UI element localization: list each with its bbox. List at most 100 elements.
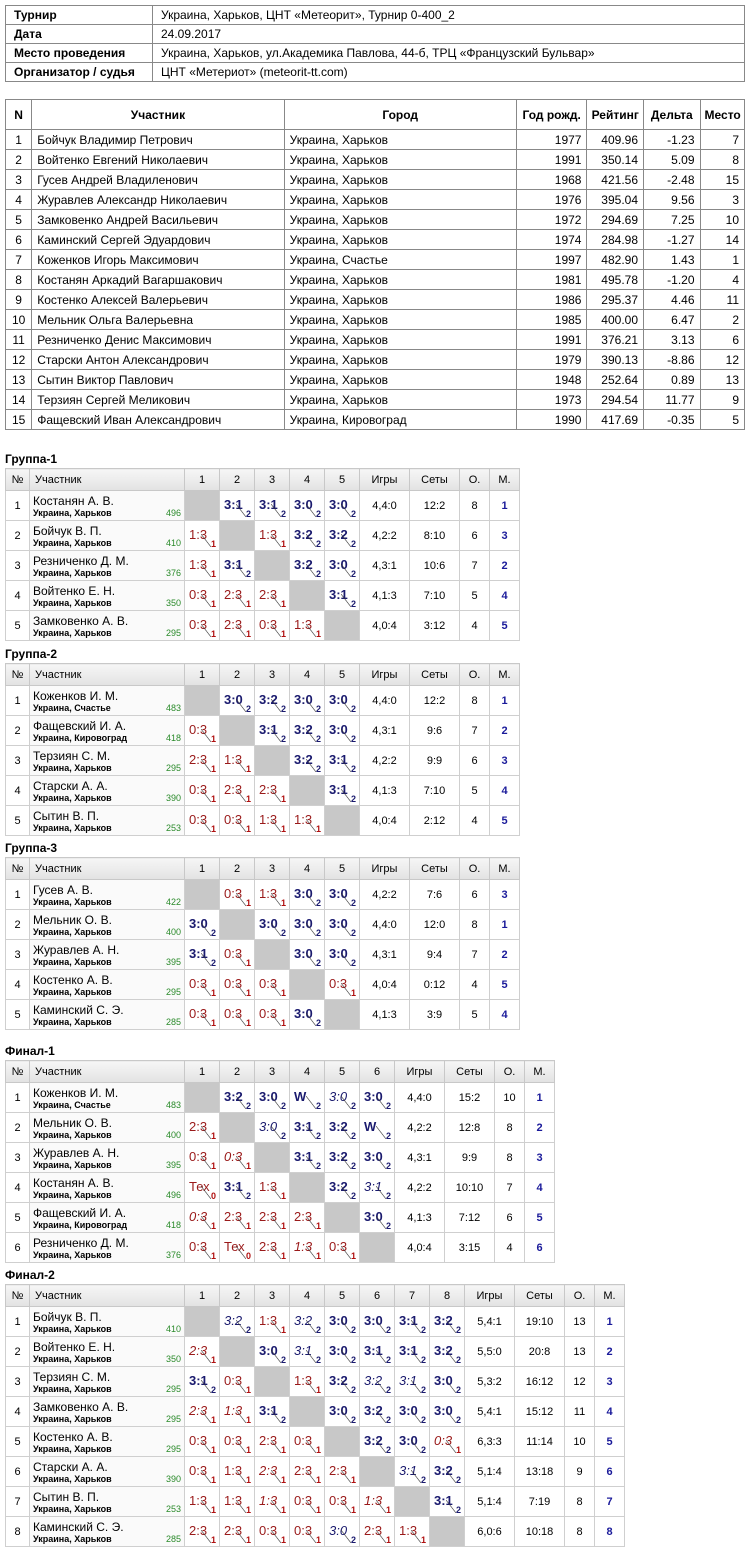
slash	[201, 624, 211, 637]
slash	[271, 699, 281, 712]
player-cell: Фащевский И. А. Украина, Кировоград 418	[29, 1202, 185, 1233]
match-points: 1	[315, 1251, 321, 1261]
score-cell: 0:3 1	[184, 580, 220, 611]
score-cell: 3:1 2	[219, 550, 255, 581]
sets: 9:6	[409, 715, 460, 746]
slash	[201, 1186, 211, 1199]
games: 4,1:3	[359, 580, 410, 611]
match-points: 2	[210, 958, 216, 968]
participant-cell: 6	[4, 229, 33, 250]
group-table: № Участник 1 2 3 4 5 Игры Сеты О. М. 1 Коженков И. М…	[5, 663, 520, 836]
score-cell: 1:3 1	[219, 1456, 255, 1487]
score-cell: 0:3 1	[324, 969, 360, 1000]
participant-cell: Коженков Игорь Максимович	[31, 249, 285, 270]
header-cell: 6	[359, 1060, 395, 1083]
row-number: 8	[5, 1516, 30, 1547]
score-cell: 2:3 1	[219, 580, 255, 611]
player-sub: Украина, Харьков 395	[33, 957, 181, 968]
group-table: № Участник 1 2 3 4 5 Игры Сеты О. М. 1 Гусев А. В. Ук…	[5, 857, 520, 1030]
slash	[306, 534, 316, 547]
group-row: 4 Замковенко А. В. Украина, Харьков 295 2:3 1…	[5, 1396, 625, 1427]
match-points: 1	[245, 1221, 251, 1231]
slash	[271, 594, 281, 607]
participant-cell: -1.20	[643, 269, 701, 290]
participant-cell: Украина, Счастье	[283, 249, 517, 270]
score-cell: 3:0 2	[254, 1112, 290, 1143]
place: 1	[524, 1082, 555, 1113]
header-cell: Сеты	[409, 663, 460, 686]
score-cell: 2:3 1	[254, 1426, 290, 1457]
score-cell: 3:2 2	[289, 520, 325, 551]
self-cell	[324, 999, 360, 1030]
score-cell: 3:0 2	[324, 550, 360, 581]
header-cell: О.	[459, 663, 490, 686]
score-cell: 1:3 1	[289, 1366, 325, 1397]
participant-cell: Украина, Харьков	[283, 309, 517, 330]
points: 6	[494, 1202, 525, 1233]
slash	[236, 1013, 246, 1026]
header-cell: 5	[324, 1284, 360, 1307]
player-cell: Мельник О. В. Украина, Харьков 400	[29, 1112, 185, 1143]
group-title: Группа-3	[5, 841, 58, 855]
score-cell: 3:1 2	[289, 1112, 325, 1143]
match-points: 1	[210, 794, 216, 804]
group-table: № Участник 1 2 3 4 5 6 7 8 Игры Сеты О. М. 1 Бойчук В. …	[5, 1284, 625, 1547]
group-row: 2 Фащевский И. А. Украина, Кировоград 418 0:…	[5, 715, 520, 746]
points: 12	[564, 1366, 595, 1397]
score-cell: 3:0 2	[359, 1142, 395, 1173]
match-points: 2	[245, 704, 251, 714]
player-sub: Украина, Харьков 496	[33, 508, 181, 519]
group-section: Группа-3 № Участник 1 2 3 4 5 Игры Сеты О. М. 1 Гусев…	[5, 841, 520, 1030]
player-cell: Фащевский И. А. Украина, Кировоград 418	[29, 715, 185, 746]
player-sub: Украина, Харьков 376	[33, 1250, 181, 1261]
score-cell: 0:3 1	[324, 1232, 360, 1263]
participant-cell: -8.86	[643, 349, 701, 370]
match-points: 2	[385, 1101, 391, 1111]
points: 8	[459, 685, 490, 716]
slash	[341, 1156, 351, 1169]
self-cell	[184, 685, 220, 716]
self-cell	[254, 939, 290, 970]
slash	[271, 1186, 281, 1199]
group-row: 4 Костанян А. В. Украина, Харьков 496 Тех 0 3:…	[5, 1172, 555, 1203]
player-city: Украина, Харьков	[33, 597, 112, 608]
player-cell: Терзиян С. М. Украина, Харьков 295	[29, 1366, 185, 1397]
header-cell: О.	[564, 1284, 595, 1307]
slash	[236, 1216, 246, 1229]
participant-cell: -1.27	[643, 229, 701, 250]
player-sub: Украина, Харьков 295	[33, 1444, 181, 1455]
header-cell: №	[5, 1284, 30, 1307]
points: 7	[459, 550, 490, 581]
player-city: Украина, Харьков	[33, 956, 112, 967]
score: W	[364, 1119, 377, 1134]
slash	[236, 1096, 246, 1109]
games: 4,1:3	[359, 775, 410, 806]
player-city: Украина, Харьков	[33, 1383, 112, 1394]
participant-row: 7 Коженков Игорь Максимович Украина, Счаст…	[4, 249, 746, 270]
player-name: Костанян А. В.	[33, 493, 114, 508]
sets: 12:2	[409, 685, 460, 716]
participant-cell: Украина, Харьков	[283, 369, 517, 390]
match-points: 1	[245, 794, 251, 804]
match-points: 1	[280, 1445, 286, 1455]
score-cell: 1:3 1	[184, 1486, 220, 1517]
match-points: 1	[280, 1251, 286, 1261]
games: 5,1:4	[464, 1486, 515, 1517]
score-cell: 0:3 1	[289, 1486, 325, 1517]
info-label: Организатор / судья	[5, 62, 153, 82]
participant-cell: Украина, Харьков	[283, 229, 517, 250]
match-points: 2	[315, 539, 321, 549]
match-points: 1	[210, 539, 216, 549]
participant-cell: Украина, Харьков	[283, 349, 517, 370]
place: 1	[489, 685, 520, 716]
slash	[201, 1216, 211, 1229]
points: 8	[459, 490, 490, 521]
score-cell: 2:3 1	[184, 745, 220, 776]
slash	[271, 819, 281, 832]
group-row: 2 Мельник О. В. Украина, Харьков 400 3:0 2 3:0…	[5, 909, 520, 940]
slash	[376, 1440, 386, 1453]
player-rating: 376	[165, 1249, 181, 1260]
place: 1	[594, 1306, 625, 1337]
place: 1	[489, 490, 520, 521]
participant-cell: 1	[699, 249, 746, 270]
